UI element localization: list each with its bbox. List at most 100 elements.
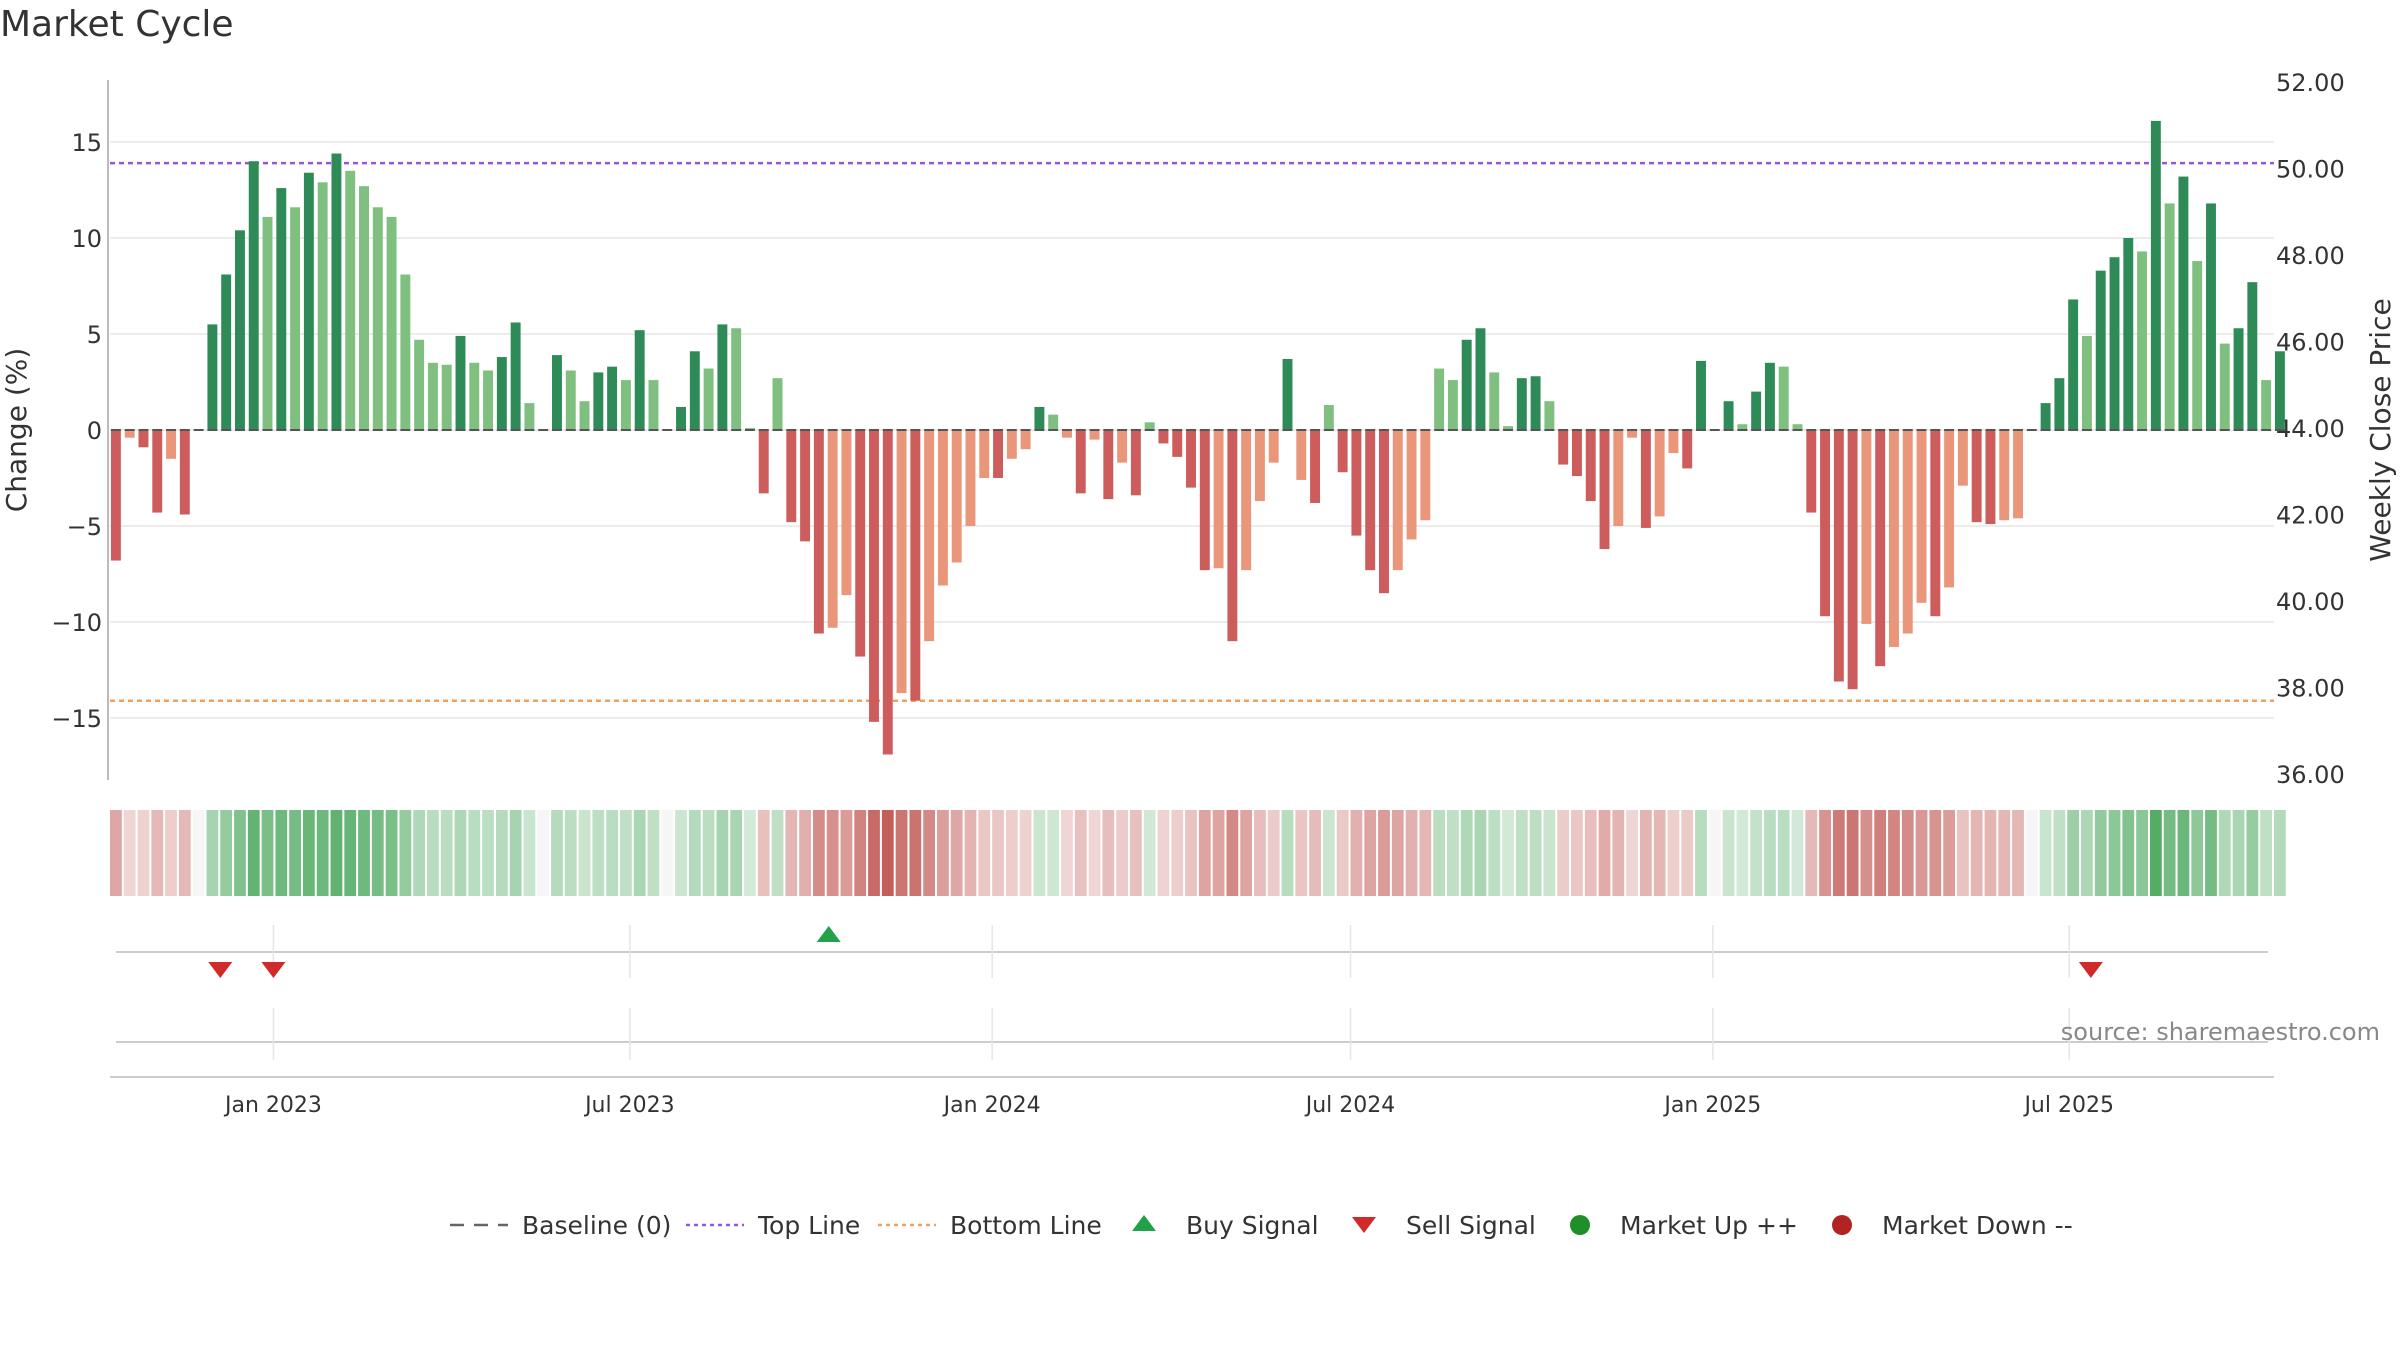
regime-cell (1764, 810, 1776, 896)
y-axis-label-right: Weekly Close Price (2364, 298, 2397, 561)
bar (1558, 430, 1569, 465)
bar (786, 430, 797, 523)
bar (813, 430, 824, 634)
bar (827, 430, 838, 628)
legend-label: Baseline (0) (522, 1211, 671, 1240)
regime-cell (123, 810, 136, 896)
bar (2068, 299, 2079, 430)
regime-cell (1777, 810, 1790, 896)
bar (2109, 257, 2120, 430)
legend-label: Market Up ++ (1620, 1211, 1798, 1240)
bar (1916, 430, 1927, 603)
regime-cell (371, 810, 384, 896)
bar (937, 430, 948, 586)
bar (565, 370, 576, 430)
regime-cell (1667, 810, 1680, 896)
bar (1475, 328, 1486, 430)
bar (1489, 372, 1500, 430)
bar (331, 153, 342, 430)
bar (372, 207, 383, 430)
regime-cell (1116, 810, 1128, 896)
bar (1020, 430, 1031, 450)
regime-cell (978, 810, 991, 896)
sell-signal-marker (261, 962, 286, 978)
regime-cell (551, 810, 563, 896)
bar (1696, 360, 1706, 430)
regime-cell (1626, 810, 1638, 896)
regime-cell (468, 810, 481, 896)
regime-cell (1943, 810, 1955, 896)
legend: Baseline (0) Top Line Bottom Line Buy Signa… (450, 1211, 2073, 1240)
regime-cell (1639, 810, 1652, 896)
regime-cell (2025, 810, 2038, 896)
bar (1075, 430, 1086, 494)
bar (1902, 430, 1913, 634)
bar (1723, 401, 1734, 430)
legend-down-swatch (1832, 1215, 1852, 1235)
bar (1172, 430, 1183, 457)
regime-cell (1267, 810, 1280, 896)
bar (207, 324, 218, 430)
regime-cell (2260, 810, 2273, 896)
regime-cell (799, 810, 811, 896)
x-tick-label: Jul 2024 (1304, 1093, 1396, 1118)
bar (800, 430, 811, 542)
bar (110, 430, 121, 561)
bar (2040, 403, 2051, 430)
regime-cell (854, 810, 867, 896)
bar (979, 430, 990, 478)
legend-up-swatch (1570, 1215, 1590, 1235)
bar (1048, 414, 1059, 430)
regime-cell (647, 810, 660, 896)
bar (882, 430, 893, 755)
bar (483, 370, 494, 430)
regime-cell (592, 810, 605, 896)
bar (1640, 430, 1651, 528)
bar (303, 172, 314, 430)
regime-cell (840, 810, 853, 896)
regime-cell (2053, 810, 2066, 896)
chart-title: Market Cycle (0, 4, 234, 45)
bar (524, 403, 535, 430)
regime-cell (1474, 810, 1487, 896)
sell-signal-marker (208, 962, 233, 978)
regime-cell (1129, 810, 1142, 896)
regime-cell (413, 810, 426, 896)
regime-cell (1956, 810, 1969, 896)
bar (1778, 366, 1789, 430)
bar (910, 430, 921, 701)
bar (1103, 430, 1114, 500)
bar (593, 372, 604, 430)
bar (1930, 430, 1941, 617)
y-tick-label-left: 5 (87, 321, 102, 349)
regime-cell (1198, 810, 1211, 896)
bar (1213, 430, 1224, 569)
bar (1820, 430, 1831, 617)
bar (896, 430, 907, 694)
bar (345, 170, 356, 431)
bar (951, 430, 962, 563)
source-credit: source: sharemaestro.com (2061, 1018, 2380, 1046)
regime-cell (2246, 810, 2259, 896)
y-axis-label-left: Change (%) (0, 348, 33, 513)
regime-cell (1984, 810, 1997, 896)
bar (1985, 430, 1996, 525)
bar (1447, 380, 1458, 430)
bar (1034, 406, 1045, 430)
bar (1503, 426, 1513, 430)
regime-cell (564, 810, 577, 896)
bar (1337, 430, 1348, 473)
bar (1254, 430, 1265, 502)
regime-cell (1088, 810, 1101, 896)
regime-cell (192, 810, 205, 896)
regime-cell (1488, 810, 1501, 896)
bar (1434, 368, 1445, 430)
regime-cell (1171, 810, 1184, 896)
bar (2178, 176, 2189, 430)
bar (221, 274, 232, 430)
regime-cell (427, 810, 439, 896)
bar (2206, 203, 2216, 430)
buy-signal-marker (816, 926, 841, 942)
y-tick-label-left: 0 (87, 417, 102, 445)
bar (1585, 430, 1596, 502)
